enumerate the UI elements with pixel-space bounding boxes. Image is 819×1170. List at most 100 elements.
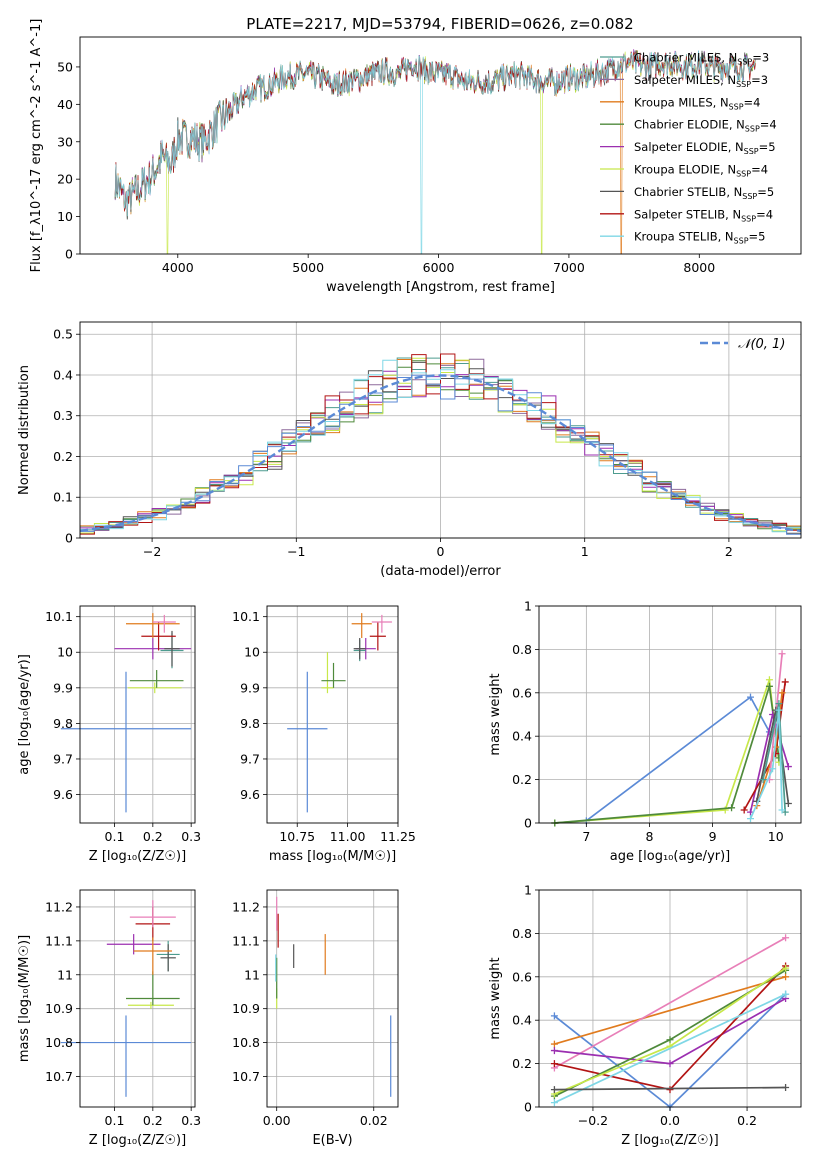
y-tick-label: 0.8 (512, 926, 532, 941)
x-tick-label: 9 (709, 829, 717, 844)
mass_vs_ebv-panel: 0.00 0.02 10.7 10.8 10.9 11 11.1 11.2 E(B-V) (232, 889, 399, 1148)
y-tick-label: 9.9 (240, 680, 260, 695)
errorbar-chabrier_stelib (353, 638, 366, 660)
y-tick-label: 11.2 (232, 899, 260, 914)
mass_vs_ebv-ticks: 0.00 0.02 10.7 10.8 10.9 11 11.1 11.2 (232, 899, 388, 1128)
y-tick-label: 9.9 (53, 680, 73, 695)
y-tick-label: 11.1 (232, 933, 260, 948)
x-tick-label: 0 (437, 544, 445, 559)
age_vs_mass-xlabel: mass [log₁₀(M/M☉)] (269, 849, 396, 864)
residuals-ticks: −2 −1 0 1 2 0 0.1 0.2 0.3 0.4 0.5 (53, 327, 733, 559)
x-tick-label: 1 (581, 544, 589, 559)
series-line (554, 1086, 786, 1091)
residuals-legend: 𝒩(0, 1) (700, 337, 785, 352)
x-tick-label: 8000 (683, 260, 715, 275)
y-tick-label: 0.2 (512, 1056, 532, 1071)
x-tick-label: 0.2 (737, 1113, 757, 1128)
spectrum-xlabel: wavelength [Angstrom, rest frame] (326, 280, 555, 295)
series-kroupa_stelib (746, 706, 786, 823)
legend-entry: Chabrier ELODIE, NSSP=4 (634, 118, 777, 134)
errorbar-salpeter_stelib (141, 622, 176, 651)
series-line (554, 695, 771, 824)
plus-marker (550, 1086, 558, 1094)
plus-marker (784, 763, 792, 771)
y-tick-label: 10.9 (232, 1001, 260, 1016)
x-tick-label: 0.3 (181, 1113, 201, 1128)
errorbar-blue (60, 671, 192, 813)
errorbar-blue (287, 671, 328, 813)
errorbar-kroupa_miles (126, 613, 180, 639)
spectrum-series-kroupa_stelib (114, 50, 756, 255)
plus-marker (765, 676, 773, 684)
plus-marker (550, 1099, 558, 1107)
mass_vs_z-plot-area (60, 900, 192, 1097)
y-tick-label: 0.2 (53, 449, 73, 464)
y-tick-label: 50 (57, 59, 73, 74)
x-tick-label: 0.2 (143, 829, 163, 844)
massweight_vs_z-ticks: −0.2 0.0 0.2 0 0.2 0.4 0.6 0.8 1 (512, 883, 757, 1129)
x-tick-label: −1 (287, 544, 305, 559)
x-tick-label: 11.25 (380, 829, 416, 844)
series-kroupa_miles (550, 973, 790, 1048)
x-tick-label: 0.00 (263, 1113, 291, 1128)
y-tick-label: 0.8 (512, 642, 532, 657)
y-tick-label: 30 (57, 134, 73, 149)
spectrum-panel: 4000 5000 6000 7000 8000 0 10 20 30 40 50 wavelengt… (29, 19, 802, 295)
residuals-ylabel: Normed distribution (17, 365, 32, 495)
massweight_vs_age-xlabel: age [log₁₀(age/yr)] (610, 849, 731, 864)
spectrum-ylabel: Flux [f_λ10^-17 erg cm^-2 s^-1 A^-1] (29, 19, 44, 273)
y-tick-label: 9.8 (53, 716, 73, 731)
plus-marker (778, 650, 786, 658)
age_vs_mass-ticks: 10.75 11.00 11.25 9.6 9.7 9.8 9.9 10 10.1 (232, 609, 416, 844)
y-tick-label: 10.9 (45, 1001, 73, 1016)
y-tick-label: 0 (65, 531, 73, 546)
age_vs_z-ticks: 0.1 0.2 0.3 9.6 9.7 9.8 9.9 10 10.1 (45, 609, 201, 844)
plus-marker (666, 1086, 674, 1094)
plus-marker (759, 776, 767, 784)
y-tick-label: 0.1 (53, 490, 73, 505)
series-kroupa_stelib (550, 990, 790, 1107)
age_vs_z-grid (80, 606, 195, 823)
histogram-blue (80, 374, 801, 535)
plus-marker (765, 682, 773, 690)
legend-entry: Kroupa ELODIE, NSSP=4 (634, 163, 768, 179)
y-tick-label: 10.8 (232, 1035, 260, 1050)
plus-marker (778, 689, 786, 697)
massweight_vs_z-panel: −0.2 0.0 0.2 0 0.2 0.4 0.6 0.8 1 Z [log₁₀(Z/Z☉)] m… (488, 883, 802, 1148)
series-kroupa_elodie (550, 964, 790, 1098)
series-line (554, 686, 780, 824)
plus-marker (782, 964, 790, 972)
x-tick-label: 0.3 (181, 829, 201, 844)
massweight_vs_z-xlabel: Z [log₁₀(Z/Z☉)] (621, 1133, 718, 1148)
mass_vs_z-ylabel: mass [log₁₀(M/M☉)] (17, 935, 32, 1062)
residuals-panel: −2 −1 0 1 2 0 0.1 0.2 0.3 0.4 0.5 (data-model)/erro… (17, 321, 802, 579)
series-chabrier_stelib (550, 1083, 790, 1094)
errorbar-pink (152, 614, 176, 633)
mass_vs_z-frame (79, 889, 196, 1108)
x-tick-label: 6000 (423, 260, 455, 275)
errorbar-chabrier_elodie (129, 670, 184, 688)
spectrum-legend: Chabrier MILES, NSSP=3 Salpeter MILES, NS… (600, 51, 777, 246)
y-tick-label: 10.7 (232, 1069, 260, 1084)
y-tick-label: 10 (244, 645, 260, 660)
y-tick-label: 11 (244, 967, 260, 982)
x-tick-label: 10 (768, 829, 784, 844)
errorbar-chabrier_stelib (160, 944, 176, 972)
mass_vs_ebv-frame (266, 889, 399, 1108)
y-tick-label: 11.1 (45, 933, 73, 948)
y-tick-label: 9.6 (53, 787, 73, 802)
plus-marker (778, 806, 786, 814)
y-tick-label: 10 (57, 645, 73, 660)
series-salpeter_elodie (550, 995, 790, 1068)
y-tick-label: 9.8 (240, 716, 260, 731)
series-pink (550, 934, 790, 1072)
y-tick-label: 20 (57, 172, 73, 187)
mass_vs_z-xlabel: Z [log₁₀(Z/Z☉)] (89, 1133, 186, 1148)
errorbar-kroupa_miles (133, 937, 172, 975)
y-tick-label: 9.7 (53, 751, 73, 766)
errorbar-kroupa_elodie (127, 1001, 174, 1009)
age_vs_z-xlabel: Z [log₁₀(Z/Z☉)] (89, 849, 186, 864)
age_vs_z-ylabel: age [log₁₀(age/yr)] (17, 654, 32, 775)
age_vs_z-panel: 0.1 0.2 0.3 9.6 9.7 9.8 9.9 10 10.1 Z [log₁₀(Z/Z☉… (17, 605, 201, 864)
